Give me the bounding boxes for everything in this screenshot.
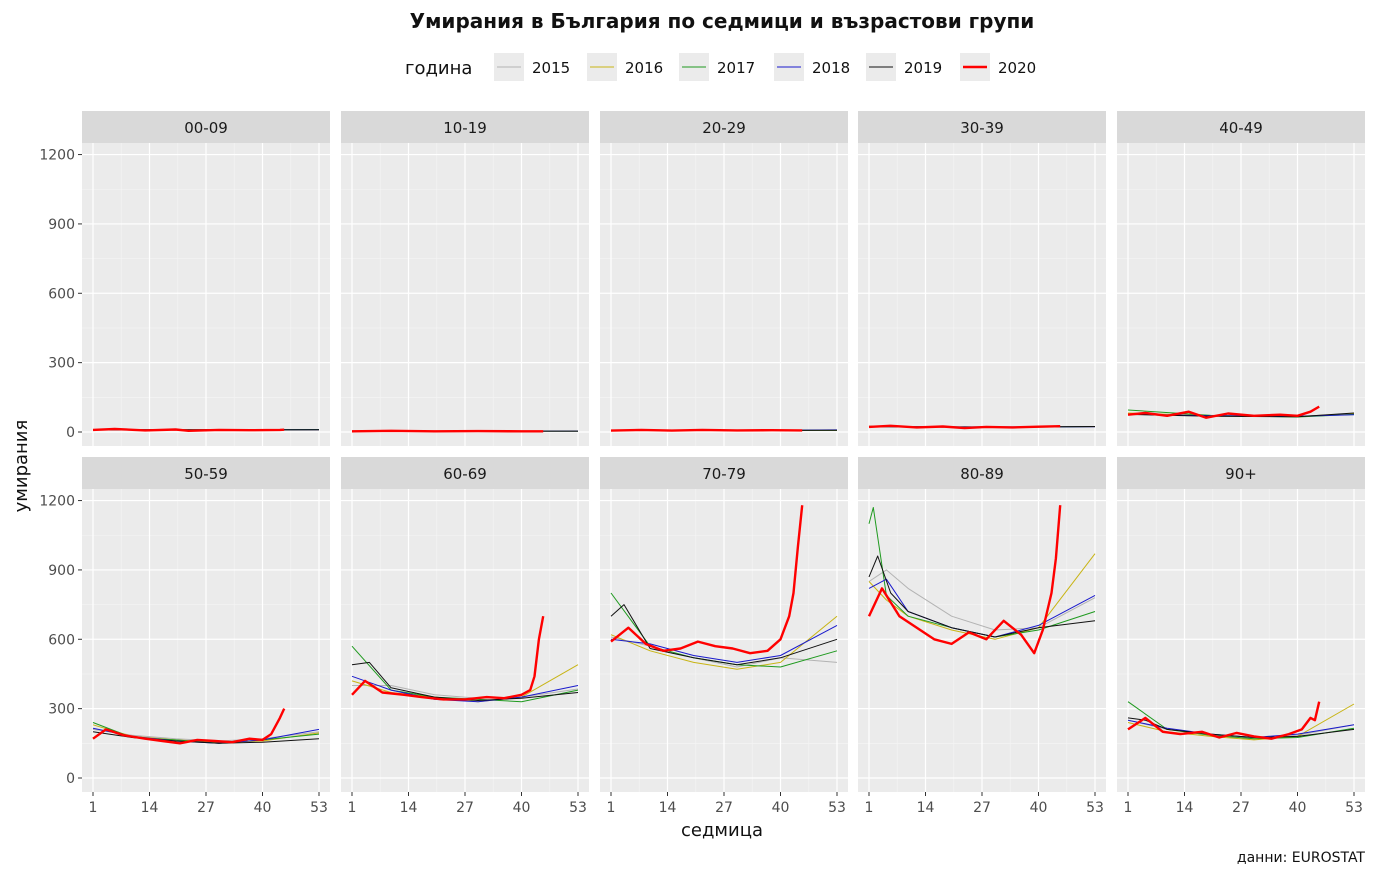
panel-strip-label: 10-19	[443, 119, 487, 137]
facet-panels: 00-09 0 300 600 900 1200 10-19 20-29 30-39 40-49 5…	[39, 111, 1365, 816]
legend-title: година	[405, 58, 472, 79]
panel-10-19: 10-19	[341, 111, 589, 446]
panel-80-89: 80-89 1 14 27 40 53	[858, 457, 1106, 816]
series-line-2020	[611, 430, 802, 431]
x-tick-label: 40	[254, 800, 272, 816]
x-tick-label: 14	[400, 800, 418, 816]
legend-label: 2016	[625, 59, 663, 77]
x-tick-label: 27	[715, 800, 733, 816]
legend: година 2015 2016 2017 2018 2019 2020	[405, 53, 1036, 81]
panel-70-79: 70-79 1 14 27 40 53	[600, 457, 848, 816]
x-tick-label: 1	[1124, 800, 1133, 816]
legend-item-2019: 2019	[866, 53, 942, 81]
x-tick-label: 1	[89, 800, 98, 816]
y-tick-label: 600	[48, 286, 75, 302]
legend-item-2020: 2020	[960, 53, 1036, 81]
y-tick-label: 0	[66, 771, 75, 787]
panel-00-09: 00-09 0 300 600 900 1200	[39, 111, 330, 446]
panel-20-29: 20-29	[600, 111, 848, 446]
x-tick-label: 40	[513, 800, 531, 816]
x-tick-label: 27	[456, 800, 474, 816]
x-tick-label: 53	[569, 800, 587, 816]
legend-label: 2018	[812, 59, 850, 77]
x-tick-label: 53	[1086, 800, 1104, 816]
panel-strip-label: 00-09	[184, 119, 228, 137]
data-source-caption: данни: EUROSTAT	[1237, 850, 1366, 866]
x-tick-label: 40	[1289, 800, 1307, 816]
x-tick-label: 14	[917, 800, 935, 816]
y-tick-label: 1200	[39, 148, 75, 164]
legend-item-2018: 2018	[774, 53, 850, 81]
x-tick-label: 14	[1176, 800, 1194, 816]
x-tick-label: 27	[1232, 800, 1250, 816]
panel-strip-label: 70-79	[702, 465, 746, 483]
panel-strip-label: 50-59	[184, 465, 228, 483]
panel-strip-label: 40-49	[1219, 119, 1263, 137]
panel-40-49: 40-49	[1117, 111, 1365, 446]
panel-strip-label: 20-29	[702, 119, 746, 137]
chart-title: Умирания в България по седмици и възраст…	[410, 9, 1035, 33]
y-tick-label: 900	[48, 217, 75, 233]
legend-item-2015: 2015	[494, 53, 570, 81]
legend-label: 2015	[532, 59, 570, 77]
series-line-2020	[352, 431, 543, 432]
y-tick-label: 300	[48, 702, 75, 718]
y-tick-label: 900	[48, 563, 75, 579]
panel-strip-label: 90+	[1225, 465, 1257, 483]
legend-label: 2017	[717, 59, 755, 77]
x-tick-label: 53	[310, 800, 328, 816]
y-tick-label: 0	[66, 425, 75, 441]
y-tick-label: 600	[48, 632, 75, 648]
panel-90+: 90+ 1 14 27 40 53	[1117, 457, 1365, 816]
y-tick-label: 1200	[39, 494, 75, 510]
panel-strip-label: 80-89	[960, 465, 1004, 483]
panel-strip-label: 30-39	[960, 119, 1004, 137]
panel-50-59: 50-59 0 300 600 900 1200 1 14 27 40 53	[39, 457, 330, 816]
x-tick-label: 27	[973, 800, 991, 816]
x-tick-label: 14	[659, 800, 677, 816]
y-tick-label: 300	[48, 356, 75, 372]
panel-60-69: 60-69 1 14 27 40 53	[341, 457, 589, 816]
x-tick-label: 53	[828, 800, 846, 816]
x-tick-label: 40	[772, 800, 790, 816]
x-tick-label: 1	[348, 800, 357, 816]
x-tick-label: 27	[197, 800, 215, 816]
x-axis-label: седмица	[681, 820, 763, 841]
x-tick-label: 40	[1030, 800, 1048, 816]
legend-label: 2019	[904, 59, 942, 77]
x-tick-label: 53	[1345, 800, 1363, 816]
y-axis-label: умирания	[11, 420, 32, 513]
x-tick-label: 14	[141, 800, 159, 816]
legend-item-2016: 2016	[587, 53, 663, 81]
x-tick-label: 1	[865, 800, 874, 816]
x-tick-label: 1	[607, 800, 616, 816]
panel-30-39: 30-39	[858, 111, 1106, 446]
legend-label: 2020	[998, 59, 1036, 77]
legend-item-2017: 2017	[679, 53, 755, 81]
panel-strip-label: 60-69	[443, 465, 487, 483]
